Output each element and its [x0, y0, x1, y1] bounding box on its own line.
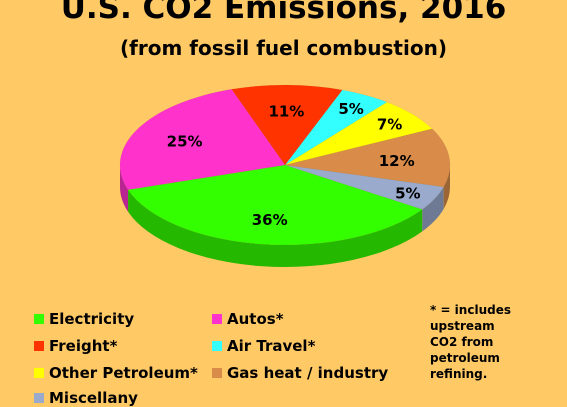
slice-label: 12%	[379, 152, 415, 170]
pie-slice-miscellany	[284, 164, 445, 210]
chart-title: U.S. CO2 Emissions, 2016	[60, 0, 507, 26]
legend-swatch	[34, 340, 44, 351]
slice-label: 36%	[252, 211, 288, 229]
footnote-line: * = includes	[430, 303, 511, 317]
slice-label: 7%	[377, 115, 402, 133]
footnote: * = includes upstream CO2 from petroleum…	[430, 302, 540, 382]
pie-side-0	[128, 189, 423, 267]
slice-label: 5%	[338, 100, 363, 118]
legend-label: Gas heat / industry	[227, 364, 389, 382]
slice-label: 25%	[167, 133, 203, 151]
pie-side-5	[443, 165, 450, 209]
legend-item-freight: Freight*	[34, 337, 117, 355]
legend-item-miscellany: Miscellany	[34, 389, 138, 407]
footnote-line: CO2 from	[430, 335, 494, 349]
slice-label: 5%	[395, 184, 420, 202]
legend-swatch	[212, 367, 222, 378]
chart-subtitle: (from fossil fuel combustion)	[120, 36, 447, 60]
legend-item-autos: Autos*	[212, 310, 284, 328]
legend-item-air-travel: Air Travel*	[212, 337, 315, 355]
pie-slice-gas-heat-industry	[284, 128, 451, 188]
legend-label: Autos*	[227, 310, 284, 328]
legend-label: Miscellany	[49, 389, 138, 407]
legend-swatch	[34, 313, 44, 324]
footnote-line: petroleum	[430, 351, 500, 365]
pie-side-6	[422, 186, 444, 232]
legend-label: Other Petroleum*	[49, 364, 198, 382]
legend-swatch	[212, 340, 222, 351]
footnote-line: refining.	[430, 367, 488, 381]
pie-slice-other-petroleum-	[284, 101, 433, 166]
footnote-line: upstream	[430, 319, 495, 333]
pie-slice-autos-	[119, 89, 286, 190]
legend-swatch	[34, 367, 44, 378]
slice-label: 11%	[268, 103, 304, 121]
legend-label: Electricity	[49, 310, 135, 328]
legend-item-other-petroleum: Other Petroleum*	[34, 364, 198, 382]
legend-swatch	[34, 392, 44, 403]
pie-chart: 36% 5% 12% 7% 5% 11% 25%	[119, 84, 451, 267]
legend-label: Air Travel*	[227, 337, 316, 355]
pie-side-1	[120, 165, 129, 212]
legend-label: Freight*	[49, 337, 118, 355]
pie-slice-freight-	[231, 84, 343, 166]
pie-slice-air-travel-	[284, 89, 388, 166]
legend-item-electricity: Electricity	[34, 310, 134, 328]
pie-slice-electricity	[127, 164, 423, 246]
legend-item-gas-heat-industry: Gas heat / industry	[212, 364, 388, 382]
legend-swatch	[212, 313, 222, 324]
